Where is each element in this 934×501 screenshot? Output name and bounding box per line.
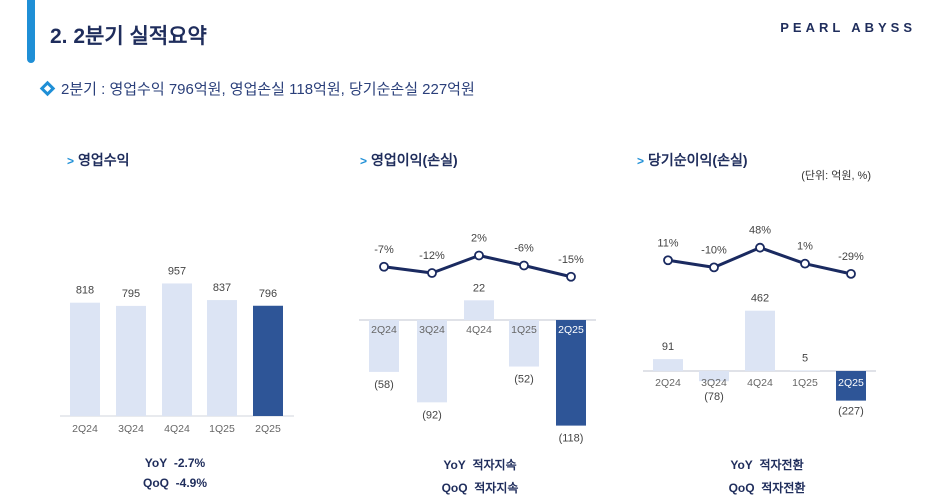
netincome-category-label: 3Q24 [701,377,727,389]
revenue-category-label: 4Q24 [164,423,190,435]
netincome-bar-4Q24 [745,310,775,371]
revenue-value-label: 796 [259,288,277,300]
revenue-value-label: 818 [76,285,94,297]
unit-label: (단위: 억원, %) [801,170,871,182]
revenue-category-label: 3Q24 [118,423,144,435]
chevron-right-icon: > [360,154,368,168]
operating-value-label: (58) [374,379,394,391]
revenue-qoq: QoQ -4.9% [142,476,208,490]
netincome-margin-point [755,242,765,253]
company-logo: PEARL ABYSS [780,20,916,35]
revenue-value-label: 957 [168,265,186,277]
operating-margin-label: 2% [471,233,487,245]
operating-category-label: 4Q24 [466,324,492,336]
netincome-title-text: 당기순이익(손실) [648,152,748,168]
netincome-category-label: 4Q24 [747,377,773,389]
operating-margin-label: -7% [374,244,394,256]
netincome-bar-2Q24 [653,359,683,371]
netincome-margin-point [846,268,856,279]
netincome-yoy: YoY 적자전환 [730,458,804,472]
netincome-bar-3Q24 [699,371,729,382]
revenue-category-label: 2Q24 [72,423,98,435]
netincome-value-label: (227) [838,406,864,418]
chevron-right-icon: > [637,154,645,168]
operating-margin-point [519,260,529,271]
revenue-value-label: 837 [213,282,231,294]
netincome-category-label: 2Q24 [655,377,681,389]
operating-category-label: 2Q24 [371,324,397,336]
revenue-yoy: YoY -2.7% [144,456,206,470]
page-title: 2. 2분기 실적요약 [50,25,207,48]
netincome-margin-label: -10% [701,244,727,256]
operating-bar-4Q24 [464,300,494,320]
operating-category-label: 1Q25 [511,324,537,336]
operating-footer: YoY 적자지속 QoQ 적자지속 [425,456,535,496]
operating-bar-3Q24 [417,320,447,403]
revenue-category-label: 1Q25 [209,423,235,435]
chevron-right-icon: > [67,154,75,168]
operating-title-text: 영업이익(손실) [371,152,458,168]
revenue-title-text: 영업수익 [78,152,130,168]
netincome-margin-label: 11% [657,237,678,249]
netincome-margin-point [663,255,673,266]
netincome-value-label: (78) [704,391,724,403]
netincome-footer: YoY 적자전환 QoQ 적자전환 [712,456,822,496]
netincome-value-label: 5 [802,352,808,364]
operating-value-label: (92) [422,409,442,421]
revenue-bar-2Q24 [70,302,100,416]
netincome-margin-label: -29% [838,251,864,263]
operating-margin-point [474,250,484,261]
title-accent-bar [27,0,35,63]
operating-bar-2Q25 [556,320,586,426]
revenue-bar-1Q25 [207,300,237,416]
operating-value-label: 22 [473,282,485,294]
netincome-margin-label: 48% [749,225,771,237]
netincome-margin-label: 1% [797,241,813,253]
operating-category-label: 3Q24 [419,324,445,336]
summary-text: 2분기 : 영업수익 796억원, 영업손실 118억원, 당기순손실 227억… [61,81,475,98]
netincome-bar-2Q25 [836,371,866,401]
revenue-footer: YoY -2.7% QoQ -4.9% [120,456,230,490]
operating-margin-label: -15% [558,254,584,266]
operating-value-label: (52) [514,374,534,386]
revenue-category-label: 2Q25 [255,423,281,435]
revenue-bar-2Q25 [253,305,283,416]
operating-margin-point [379,261,389,272]
netincome-margin-point [800,258,810,269]
netincome-value-label: 91 [662,341,674,353]
revenue-bar-3Q24 [116,305,146,416]
operating-yoy: YoY 적자지속 [443,458,517,472]
operating-category-label: 2Q25 [558,324,584,336]
operating-margin-label: -12% [419,250,445,262]
operating-chart-title: > 영업이익(손실) [360,150,458,170]
operating-qoq: QoQ 적자지속 [441,481,519,495]
netincome-bar-1Q25 [790,370,820,371]
operating-bar-2Q24 [369,320,399,372]
revenue-value-label: 795 [122,288,140,300]
summary-line: 2분기 : 영업수익 796억원, 영업손실 118억원, 당기순손실 227억… [39,78,475,99]
operating-margin-label: -6% [514,243,534,255]
revenue-chart-title: > 영업수익 [67,150,130,170]
operating-bar-1Q25 [509,320,539,367]
revenue-bar-4Q24 [162,283,192,416]
netincome-margin-point [709,262,719,273]
netincome-category-label: 2Q25 [838,377,864,389]
netincome-chart-title: > 당기순이익(손실) [637,150,748,170]
operating-margin-point [427,268,437,278]
netincome-category-label: 1Q25 [792,377,818,389]
netincome-qoq: QoQ 적자전환 [728,481,806,495]
operating-value-label: (118) [559,433,584,445]
operating-margin-point [566,271,576,282]
netincome-value-label: 462 [751,293,769,305]
